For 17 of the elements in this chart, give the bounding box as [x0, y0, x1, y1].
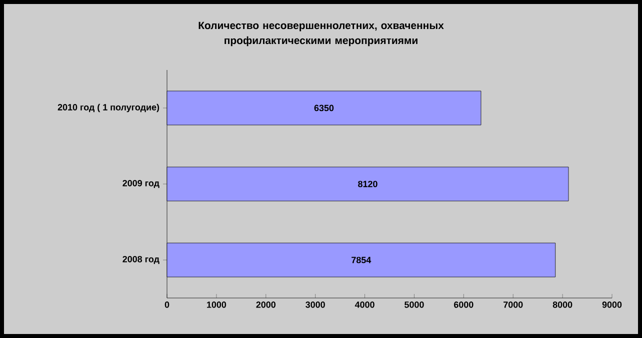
x-tick-label: 7000 [504, 302, 523, 308]
y-tick-label: 2010 год ( 1 полугодие) [58, 104, 160, 112]
y-tick-label: 2008 год [122, 256, 160, 264]
x-tick-label: 8000 [552, 302, 572, 308]
data-label: 6350 [314, 104, 334, 112]
x-tick-label: 4000 [354, 302, 374, 308]
x-tick-label: 5000 [404, 302, 424, 308]
x-tick-label: 0 [164, 302, 170, 308]
x-tick-label: 9000 [602, 302, 622, 308]
x-tick-label: 2000 [256, 302, 276, 308]
data-label: 7854 [352, 256, 372, 264]
data-label: 8120 [358, 180, 378, 188]
chart-title: Количество несовершеннолетних, охваченных профилактическими мероприятиями [198, 22, 444, 46]
x-tick-label: 6000 [454, 302, 474, 308]
y-tick-label: 2009 год [122, 180, 160, 188]
x-tick-label: 1000 [207, 302, 226, 308]
x-tick-label: 3000 [306, 302, 325, 308]
